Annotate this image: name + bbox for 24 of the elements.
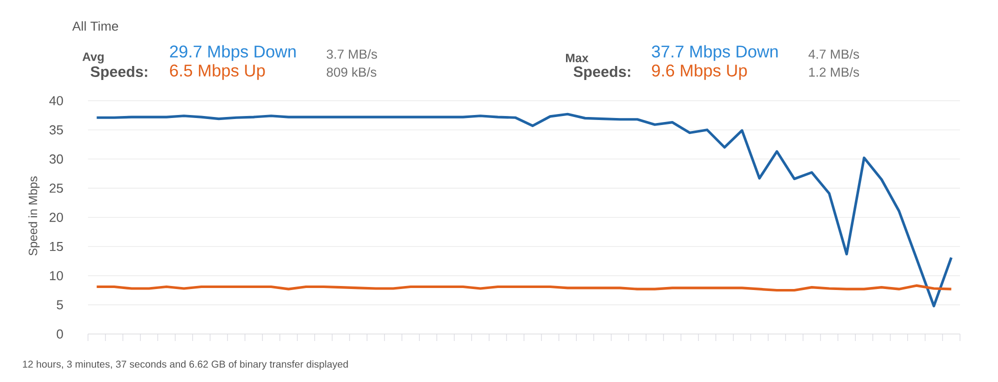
y-axis-title: Speed in Mbps xyxy=(28,176,40,256)
y-tick-label: 10 xyxy=(50,271,63,280)
text: 29.7 Mbps Down xyxy=(170,45,296,61)
text: 3.7 MB/s xyxy=(326,49,378,59)
text: Avg xyxy=(82,52,104,64)
chart-title: All Time xyxy=(72,21,118,31)
y-tick-label: 20 xyxy=(50,212,63,222)
y-tick-label: 30 xyxy=(50,154,63,164)
text: 37.7 Mbps Down xyxy=(652,45,778,61)
text: 809 kB/s xyxy=(326,67,376,77)
text: 6.5 Mbps Up xyxy=(170,64,265,80)
text: Speeds: xyxy=(90,66,148,80)
y-tick-label: 15 xyxy=(50,242,63,252)
y-tick-label: 35 xyxy=(50,125,63,134)
text: Max xyxy=(566,54,588,62)
y-tick-label: 40 xyxy=(49,96,63,106)
y-tick-label: 5 xyxy=(56,300,63,310)
text: 4.7 MB/s xyxy=(808,49,860,59)
y-tick-label: 0 xyxy=(56,329,63,339)
text: 12 hours, 3 minutes, 37 seconds and 6.62 GB of binary transfer displayed xyxy=(22,360,348,370)
text: 9.6 Mbps Up xyxy=(652,64,747,80)
text: Speeds: xyxy=(574,66,630,80)
text: 1.2 MB/s xyxy=(809,67,860,77)
y-tick-label: 25 xyxy=(50,184,63,193)
